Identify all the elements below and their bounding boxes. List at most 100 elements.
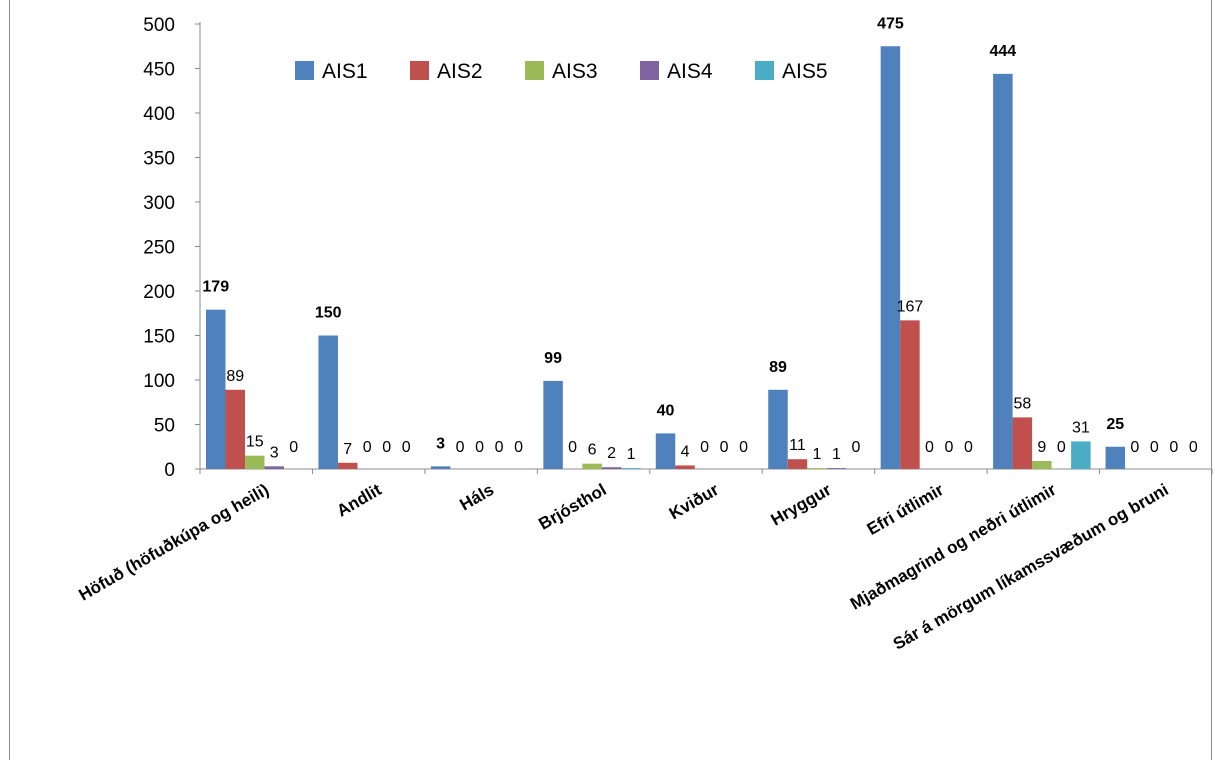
data-label-ais4: 0 — [382, 439, 391, 456]
y-tick-label: 400 — [143, 104, 175, 125]
chart-frame — [9, 0, 1212, 760]
data-label-ais3: 9 — [1037, 439, 1046, 456]
y-tick-label: 500 — [143, 15, 175, 36]
bar-ais2 — [787, 459, 808, 469]
bar-ais4 — [601, 467, 622, 469]
legend-swatch-ais1 — [295, 61, 314, 80]
bar-ais1 — [655, 433, 676, 469]
data-label-ais5: 0 — [852, 439, 861, 456]
bar-ais2 — [225, 389, 245, 469]
data-label-ais1: 40 — [657, 402, 675, 419]
bar-ais1 — [880, 46, 901, 469]
data-label-ais3: 6 — [588, 442, 597, 459]
bar-ais1 — [768, 389, 788, 469]
data-label-ais4: 0 — [1169, 439, 1178, 456]
bar-ais1 — [430, 466, 451, 469]
bar-ais1 — [1105, 446, 1126, 469]
bar-ais3 — [1032, 460, 1052, 469]
data-label-ais4: 0 — [495, 439, 504, 456]
data-label-ais3: 0 — [475, 439, 484, 456]
bar-ais3 — [582, 463, 602, 469]
data-label-ais1: 150 — [315, 305, 342, 322]
bar-ais2 — [1012, 417, 1033, 469]
data-label-ais2: 89 — [226, 368, 244, 385]
bar-ais3 — [245, 455, 265, 469]
y-tick-label: 250 — [143, 238, 175, 259]
data-label-ais4: 0 — [1057, 439, 1066, 456]
data-label-ais5: 0 — [289, 439, 298, 456]
data-label-ais2: 58 — [1013, 395, 1031, 412]
x-category-label: Kviður — [666, 480, 722, 524]
data-label-ais2: 0 — [456, 439, 465, 456]
data-label-ais5: 0 — [964, 439, 973, 456]
data-label-ais5: 0 — [514, 439, 523, 456]
data-label-ais4: 0 — [944, 439, 953, 456]
bar-ais5 — [1071, 441, 1091, 469]
bar-ais1 — [993, 73, 1013, 469]
y-tick-label: 100 — [143, 371, 175, 392]
x-category-label: Hryggur — [768, 480, 835, 530]
data-label-ais5: 0 — [1189, 439, 1198, 456]
data-label-ais4: 0 — [720, 439, 729, 456]
bar-ais2 — [337, 462, 358, 469]
data-label-ais5: 1 — [627, 446, 636, 463]
legend-label-ais1: AIS1 — [322, 60, 368, 83]
data-label-ais4: 2 — [607, 445, 616, 462]
data-label-ais3: 0 — [1150, 439, 1159, 456]
x-category-label: Höfuð (höfuðkúpa og heili) — [75, 480, 272, 605]
bar-ais3 — [807, 468, 827, 469]
legend-swatch-ais3 — [525, 61, 544, 80]
data-label-ais5: 31 — [1072, 419, 1090, 436]
x-category-label: Andlit — [333, 480, 384, 521]
legend-swatch-ais4 — [640, 61, 659, 80]
y-tick-label: 450 — [143, 60, 175, 81]
data-label-ais1: 475 — [877, 15, 904, 32]
bar-ais4 — [264, 466, 284, 469]
data-label-ais4: 1 — [832, 446, 841, 463]
data-label-ais1: 179 — [202, 279, 229, 296]
bar-ais2 — [675, 465, 695, 469]
data-label-ais1: 25 — [1106, 416, 1124, 433]
data-label-ais3: 1 — [813, 446, 822, 463]
data-label-ais4: 3 — [270, 444, 279, 461]
bar-ais2 — [900, 320, 920, 469]
data-label-ais2: 4 — [681, 443, 690, 460]
bar-ais4 — [826, 468, 847, 469]
data-label-ais2: 0 — [568, 439, 577, 456]
data-label-ais2: 11 — [789, 437, 806, 454]
data-label-ais1: 89 — [769, 359, 787, 376]
legend-label-ais2: AIS2 — [437, 60, 483, 83]
bar-ais1 — [206, 309, 226, 469]
legend-swatch-ais5 — [755, 61, 774, 80]
data-label-ais3: 0 — [363, 439, 372, 456]
data-label-ais2: 7 — [343, 441, 352, 458]
data-label-ais2: 0 — [1130, 439, 1139, 456]
data-label-ais5: 0 — [739, 439, 748, 456]
x-category-label: Háls — [457, 480, 498, 514]
legend-label-ais3: AIS3 — [552, 60, 598, 83]
x-category-label: Mjaðmagrind og neðri útlimir — [847, 480, 1060, 614]
bar-ais5 — [621, 468, 641, 469]
x-category-label: Efri útlimir — [864, 480, 947, 539]
data-label-ais3: 0 — [925, 439, 934, 456]
y-tick-label: 350 — [143, 149, 175, 170]
legend-swatch-ais2 — [410, 61, 429, 80]
data-label-ais2: 167 — [897, 298, 924, 315]
y-tick-label: 200 — [143, 282, 175, 303]
y-tick-label: 0 — [164, 460, 175, 481]
data-label-ais3: 0 — [700, 439, 709, 456]
data-label-ais1: 99 — [544, 350, 562, 367]
x-category-label: Brjósthol — [535, 480, 609, 534]
legend-label-ais4: AIS4 — [667, 60, 713, 83]
data-label-ais3: 15 — [246, 434, 264, 451]
data-label-ais1: 444 — [990, 43, 1017, 60]
y-tick-label: 300 — [143, 193, 175, 214]
y-tick-label: 150 — [143, 327, 175, 348]
data-label-ais5: 0 — [402, 439, 411, 456]
bar-ais1 — [318, 335, 338, 469]
bar-ais1 — [543, 380, 563, 469]
y-tick-label: 50 — [154, 416, 175, 437]
data-label-ais1: 3 — [436, 435, 445, 452]
legend-label-ais5: AIS5 — [782, 60, 828, 83]
